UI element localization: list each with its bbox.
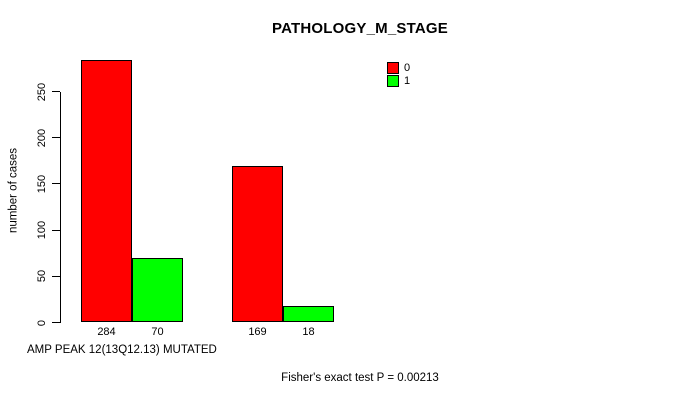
legend-swatch — [387, 62, 399, 75]
y-tick-mark — [52, 91, 60, 92]
bar-value-label: 18 — [302, 326, 315, 338]
x-axis-label: AMP PEAK 12(13Q12.13) MUTATED — [27, 344, 217, 356]
y-tick-mark — [52, 183, 60, 185]
y-tick-mark — [52, 229, 60, 231]
bar-series1-group2 — [283, 305, 334, 323]
bar-value-label: 169 — [248, 326, 267, 338]
y-axis-label: number of cases — [7, 148, 20, 234]
y-tick-label: 100 — [36, 220, 48, 240]
bar-series0-group1 — [81, 60, 132, 323]
bar-series0-group2 — [232, 166, 283, 323]
bar-value-label: 70 — [151, 326, 164, 338]
y-tick-label: 200 — [36, 128, 48, 147]
y-tick-label: 150 — [36, 174, 48, 194]
y-axis-line — [60, 91, 61, 323]
legend-swatch — [387, 74, 399, 87]
y-tick-mark — [52, 137, 60, 139]
bar-value-label: 284 — [97, 326, 116, 338]
legend-entry: 0 — [387, 62, 410, 75]
fisher-test-annotation: Fisher's exact test P = 0.00213 — [281, 372, 439, 384]
y-tick-mark — [52, 275, 60, 277]
y-tick-mark — [52, 322, 60, 323]
bar-series1-group1 — [132, 257, 183, 323]
legend-label: 0 — [404, 62, 411, 75]
y-tick-label: 50 — [36, 270, 48, 283]
chart-title: PATHOLOGY_M_STAGE — [272, 20, 448, 37]
legend-entry: 1 — [387, 74, 411, 88]
legend-label: 1 — [404, 74, 411, 87]
y-tick-label: 250 — [36, 82, 48, 101]
y-tick-label: 0 — [36, 319, 48, 326]
